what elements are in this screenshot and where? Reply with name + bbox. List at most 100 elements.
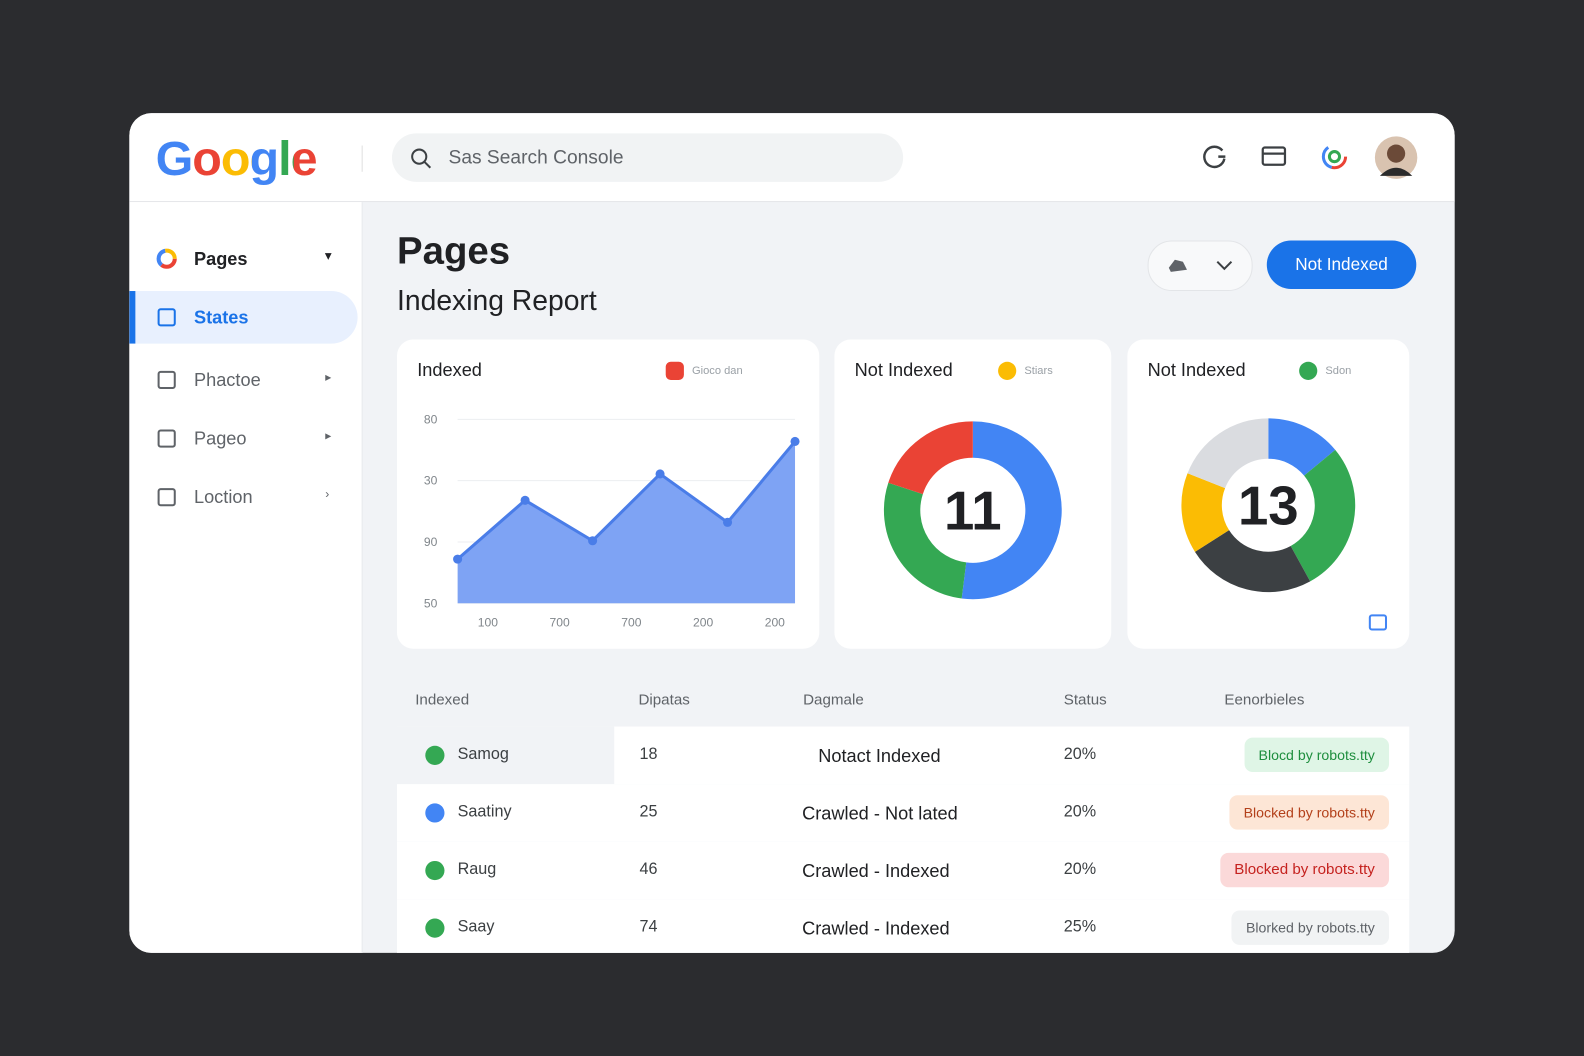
status-icon bbox=[425, 745, 445, 765]
point bbox=[588, 536, 598, 546]
dropdown-icons bbox=[1168, 259, 1233, 272]
row-count: 25 bbox=[639, 803, 658, 821]
legend-swatch bbox=[665, 361, 684, 380]
donut-segment bbox=[1181, 473, 1230, 552]
nav-arrow: › bbox=[325, 487, 330, 502]
page-subtitle: Indexing Report bbox=[397, 284, 597, 317]
line bbox=[456, 440, 797, 561]
x-tick-label: 700 bbox=[621, 616, 641, 630]
row-description: Crawled - Indexed bbox=[802, 918, 950, 939]
row-badge: Blocked by robots.tty bbox=[1229, 795, 1390, 830]
nav-arrow: ▸ bbox=[325, 369, 332, 384]
legend: Sdon bbox=[1299, 361, 1352, 380]
point bbox=[520, 495, 530, 505]
search-placeholder: Sas Search Console bbox=[448, 147, 624, 169]
column-header: Eenorbieles bbox=[1224, 691, 1305, 709]
row-badge: Blocked by robots.tty bbox=[1220, 852, 1390, 888]
chart-title: Indexed bbox=[417, 359, 482, 380]
logo[interactable]: Google bbox=[155, 132, 318, 186]
search-icon bbox=[411, 148, 432, 169]
nav-label: Pageo bbox=[193, 428, 247, 449]
sidebar: Pages ▾ States Phactoe ▸ Pageo ▸ Loction › bbox=[129, 202, 363, 953]
nav-label: Phactoe bbox=[193, 369, 261, 391]
icon-part bbox=[157, 370, 176, 390]
legend: Stiars bbox=[998, 361, 1053, 380]
nav-item[interactable]: Pages ▾ bbox=[129, 232, 357, 285]
avatar[interactable] bbox=[1374, 135, 1418, 179]
icon-part bbox=[157, 488, 176, 507]
chart: 11 bbox=[883, 421, 1062, 600]
area bbox=[457, 441, 796, 604]
donut-segment bbox=[1289, 449, 1356, 582]
icon-part bbox=[156, 248, 177, 269]
column-header: Dipatas bbox=[638, 691, 690, 709]
primary-button[interactable]: Not Indexed bbox=[1266, 240, 1417, 290]
nav-item[interactable]: Phactoe ▸ bbox=[129, 354, 357, 407]
x-tick-label: 200 bbox=[693, 616, 713, 630]
nav-icon bbox=[157, 370, 176, 390]
chart-title: Not Indexed bbox=[1147, 359, 1246, 380]
apps-icon[interactable] bbox=[1319, 141, 1349, 171]
icon-part bbox=[156, 248, 177, 269]
row-badge: Blorked by robots.tty bbox=[1231, 910, 1390, 945]
nav-arrow: ▸ bbox=[325, 428, 332, 443]
x-tick-label: 200 bbox=[765, 616, 785, 630]
icon-part bbox=[157, 308, 176, 327]
divider bbox=[361, 145, 363, 172]
chart-title: Not Indexed bbox=[854, 359, 953, 380]
legend-label: Sdon bbox=[1325, 364, 1352, 377]
nav-item[interactable]: Pageo ▸ bbox=[129, 412, 357, 465]
row-status: 25% bbox=[1063, 918, 1097, 936]
table-row[interactable]: Saay 74 Crawled - Indexed 25% Blorked by rob… bbox=[397, 899, 1410, 953]
chart: 80 30 90 50 100 700 700 200 200 bbox=[424, 412, 800, 630]
status-icon bbox=[425, 918, 445, 938]
table-row[interactable]: Raug 46 Crawled - Indexed 20% Blocked by rob… bbox=[397, 841, 1410, 901]
search-box[interactable]: Sas Search Console bbox=[391, 133, 904, 182]
nav-item[interactable]: Loction › bbox=[129, 471, 357, 524]
chart-card: Not Indexed Stiars 11 bbox=[834, 339, 1112, 649]
row-description: Crawled - Not lated bbox=[802, 803, 958, 824]
row-description: Notact Indexed bbox=[818, 745, 941, 766]
card-icon[interactable] bbox=[1261, 143, 1287, 169]
row-name: Saatiny bbox=[457, 803, 512, 821]
nav-icon bbox=[157, 308, 176, 327]
donut-center-label: 11 bbox=[944, 480, 1002, 541]
column-header: Status bbox=[1063, 691, 1107, 709]
column-header: Dagmale bbox=[803, 691, 864, 709]
column-header: Indexed bbox=[415, 691, 470, 709]
legend-swatch bbox=[998, 361, 1017, 380]
filter-dropdown[interactable] bbox=[1147, 240, 1253, 292]
nav-arrow: ▾ bbox=[325, 248, 332, 263]
point bbox=[723, 517, 733, 527]
table-row[interactable]: Saatiny 25 Crawled - Not lated 20% Blocked b… bbox=[397, 784, 1410, 843]
donut-segment bbox=[1194, 529, 1311, 593]
x-tick-label: 700 bbox=[550, 616, 570, 630]
point bbox=[790, 436, 800, 446]
donut-segment bbox=[961, 421, 1062, 600]
row-name: Samog bbox=[457, 745, 509, 763]
y-tick-label: 80 bbox=[424, 412, 438, 426]
table-row[interactable]: Samog 18 Notact Indexed 20% Blocd by robots.… bbox=[397, 726, 1410, 786]
nav-item[interactable]: States bbox=[129, 291, 358, 344]
row-count: 74 bbox=[639, 918, 658, 936]
card-icon bbox=[1368, 614, 1388, 631]
y-tick-label: 50 bbox=[424, 596, 438, 610]
nav-label: States bbox=[193, 307, 249, 328]
top-bar: Google Sas Search Console bbox=[129, 113, 1455, 203]
chart-card: Indexed Gioco dan 80 30 90 50 100 700 700 200 200 bbox=[397, 339, 820, 649]
status-icon bbox=[425, 860, 445, 881]
donut-center-label: 13 bbox=[1238, 475, 1299, 536]
legend-swatch bbox=[1299, 361, 1318, 380]
y-tick-label: 90 bbox=[424, 535, 438, 549]
window: Google Sas Search Console Pages ▾ States Ph… bbox=[129, 113, 1455, 953]
x-tick-label: 100 bbox=[478, 616, 498, 630]
row-status: 20% bbox=[1063, 745, 1097, 763]
donut-segment bbox=[888, 421, 974, 495]
row-status: 20% bbox=[1063, 803, 1097, 821]
donut-segment bbox=[1187, 418, 1270, 490]
row-count: 18 bbox=[639, 745, 658, 763]
refresh-icon[interactable] bbox=[1200, 141, 1230, 171]
y-tick-label: 30 bbox=[424, 474, 438, 488]
